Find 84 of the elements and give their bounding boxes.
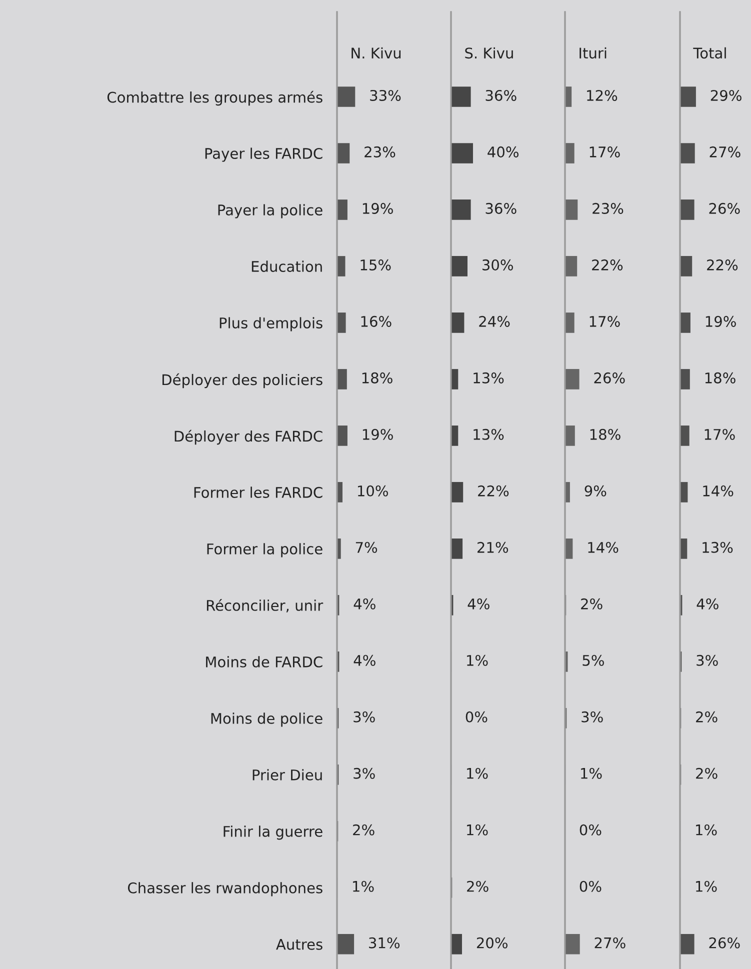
y-tick-label: Payer les FARDC (205, 148, 322, 162)
data-label: 14% (703, 485, 734, 496)
data-label: 23% (592, 202, 624, 214)
data-label: 40% (488, 146, 518, 158)
data-label: 22% (478, 485, 509, 496)
data-label: 0% (580, 824, 602, 836)
chart-title: N. Kivu (352, 47, 401, 59)
data-label: 4% (696, 598, 718, 610)
data-label: 15% (360, 259, 391, 270)
data-label: 24% (479, 316, 510, 327)
data-label: 22% (707, 259, 738, 270)
data-label: 3% (354, 768, 375, 779)
data-label: 23% (364, 146, 396, 158)
data-label: 4% (354, 598, 376, 610)
y-tick-label: Former la police (207, 543, 322, 558)
data-label: 2% (467, 880, 488, 892)
y-tick-label: Finir la guerre (224, 826, 322, 840)
data-label: 36% (486, 202, 516, 214)
data-label: 17% (590, 316, 620, 327)
data-label: 5% (582, 654, 604, 666)
data-label: 9% (584, 485, 606, 496)
data-label: 26% (709, 202, 740, 214)
data-label: 1% (353, 880, 374, 892)
data-label: 20% (476, 937, 508, 948)
y-tick-label: Prier Dieu (252, 769, 322, 780)
y-tick-label: Déployer des FARDC (174, 430, 322, 445)
chart-title: Total (693, 47, 726, 59)
data-label: 12% (587, 90, 618, 101)
data-label: 1% (467, 824, 488, 836)
data-label: 33% (370, 90, 401, 101)
data-label: 17% (704, 428, 735, 440)
data-label: 16% (361, 316, 392, 327)
y-tick-label: Réconcilier, unir (206, 599, 324, 612)
data-label: 26% (709, 937, 740, 948)
y-tick-label: Chasser les rwandophones (128, 882, 322, 896)
data-label: 19% (706, 316, 736, 327)
y-tick-label: Education (252, 260, 322, 272)
data-label: 18% (362, 372, 392, 384)
y-tick-label: Moins de police (211, 712, 322, 727)
data-label: 2% (696, 768, 718, 779)
data-label: 27% (710, 146, 740, 158)
data-label: 1% (467, 654, 488, 666)
data-label: 13% (474, 372, 504, 384)
data-label: 1% (581, 768, 602, 779)
y-tick-label: Plus d'emplois (220, 317, 322, 332)
data-label: 3% (582, 711, 603, 722)
data-label: 3% (696, 654, 718, 666)
y-tick-label: Déployer des policiers (162, 373, 322, 388)
data-label: 10% (358, 485, 388, 496)
data-label: 7% (356, 542, 378, 553)
chart-title: Ituri (580, 47, 606, 59)
data-label: 17% (590, 146, 620, 158)
y-tick-label: Payer la police (218, 204, 322, 218)
data-label: 21% (478, 542, 508, 553)
data-label: 14% (588, 542, 618, 553)
y-tick-label: Moins de FARDC (206, 656, 322, 668)
data-label: 1% (467, 768, 488, 779)
data-label: 31% (369, 937, 400, 948)
data-label: 1% (696, 880, 717, 892)
data-label: 2% (696, 711, 718, 722)
data-label: 19% (362, 202, 393, 214)
data-label: 0% (466, 711, 488, 722)
y-tick-label: Autres (276, 939, 322, 950)
data-label: 4% (354, 654, 376, 666)
data-label: 18% (705, 372, 736, 384)
data-label: 36% (486, 90, 516, 101)
data-label: 26% (594, 372, 625, 384)
data-label: 2% (353, 824, 374, 836)
data-label: 2% (581, 598, 602, 610)
y-tick-label: Combattre les groupes armés (107, 90, 322, 106)
data-label: 22% (592, 259, 623, 270)
y-tick-label: Former les FARDC (194, 486, 322, 498)
data-label: 30% (482, 259, 513, 270)
chart-title: S. Kivu (465, 47, 513, 59)
data-label: 18% (590, 428, 620, 440)
data-label: 13% (702, 542, 733, 553)
data-label: 13% (474, 428, 504, 440)
data-label: 4% (468, 598, 490, 610)
data-label: 0% (580, 880, 602, 892)
data-label: 1% (696, 824, 717, 836)
data-label: 29% (710, 90, 742, 101)
data-label: 3% (354, 711, 375, 722)
data-label: 19% (362, 428, 393, 440)
data-label: 27% (594, 937, 626, 948)
